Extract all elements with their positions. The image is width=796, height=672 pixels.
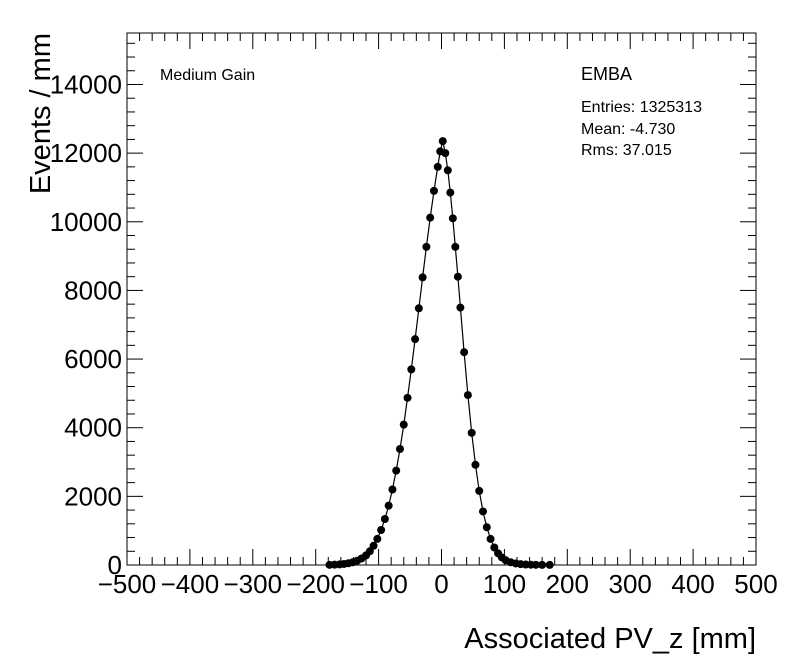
y-tick-label: 4000 (64, 413, 122, 443)
x-tick-label: −100 (349, 569, 408, 599)
data-point (388, 485, 396, 493)
data-point (538, 561, 546, 569)
y-tick-label: 8000 (64, 275, 122, 305)
data-point (456, 304, 464, 312)
y-axis-title: Events / mm (25, 33, 57, 194)
y-axis-tick-labels: 0 2000 4000 6000 8000 10000 12000 14000 (50, 69, 122, 580)
data-point (407, 365, 415, 373)
x-axis-title: Associated PV_z [mm] (464, 623, 756, 655)
x-axis-tick-labels: −500 −400 −300 −200 −100 0 100 200 300 400 500 (98, 569, 778, 599)
data-point (400, 421, 408, 429)
y-tick-label: 12000 (50, 138, 122, 168)
data-point (439, 137, 447, 145)
data-point (426, 214, 434, 222)
data-point (446, 189, 454, 197)
data-point (483, 523, 491, 531)
data-point (444, 166, 452, 174)
data-point (370, 542, 378, 550)
x-tick-label: 500 (734, 569, 777, 599)
x-tick-label: 400 (671, 569, 714, 599)
gain-label: Medium Gain (160, 67, 255, 84)
data-point (475, 487, 483, 495)
data-point (404, 394, 412, 402)
x-tick-label: −200 (286, 569, 345, 599)
y-tick-label: 2000 (64, 481, 122, 511)
x-tick-label: −300 (224, 569, 283, 599)
data-point (454, 273, 462, 281)
x-tick-label: 300 (609, 569, 652, 599)
data-point (381, 515, 389, 523)
data-point (373, 535, 381, 543)
data-point (441, 149, 449, 157)
data-point (546, 561, 554, 569)
data-point (392, 467, 400, 475)
y-tick-label: 14000 (50, 69, 122, 99)
data-point (377, 526, 385, 534)
x-tick-label: −500 (98, 569, 157, 599)
data-point (411, 335, 419, 343)
data-point (415, 304, 423, 312)
data-point (422, 243, 430, 251)
data-point (479, 507, 487, 515)
data-point (396, 445, 404, 453)
data-point (460, 348, 468, 356)
data-point (419, 273, 427, 281)
y-tick-label: 10000 (50, 207, 122, 237)
data-point (464, 391, 472, 399)
entries-label: Entries: 1325313 (581, 99, 702, 116)
y-tick-label: 6000 (64, 344, 122, 374)
x-tick-label: 100 (483, 569, 526, 599)
data-point (430, 187, 438, 195)
x-tick-label: 0 (434, 569, 448, 599)
x-tick-label: −400 (161, 569, 220, 599)
data-point (451, 243, 459, 251)
x-tick-label: 200 (546, 569, 589, 599)
data-point (487, 535, 495, 543)
series-line (330, 141, 550, 565)
data-point (449, 214, 457, 222)
data-point (468, 429, 476, 437)
rms-label: Rms: 37.015 (581, 142, 672, 159)
data-point (471, 461, 479, 469)
partition-label: EMBA (581, 64, 632, 84)
mean-label: Mean: -4.730 (581, 121, 675, 138)
y-tick-label: 0 (108, 550, 122, 580)
data-markers (326, 137, 554, 569)
data-point (434, 163, 442, 171)
data-point (385, 502, 393, 510)
